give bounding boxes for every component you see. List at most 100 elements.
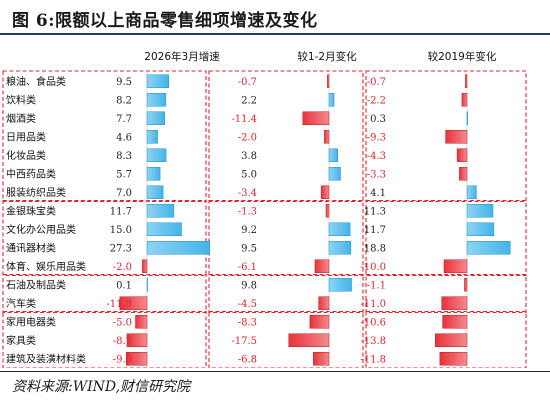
- category-label: 文化办公用品类: [6, 223, 76, 236]
- bar-panel-1: [146, 222, 182, 236]
- bar-panel-1: [146, 167, 161, 181]
- bar-panel-1: [146, 93, 167, 107]
- figure-title: 图 6:限额以上商品零售细项增速及变化: [12, 11, 318, 31]
- bar-panel-3: [442, 315, 468, 329]
- value-label-panel-2: 2.2: [241, 95, 257, 106]
- bar-panel-1: [126, 352, 148, 366]
- bar-panel-2: [327, 74, 330, 88]
- bar-panel-2: [328, 278, 352, 292]
- bar-panel-3: [466, 241, 511, 255]
- category-label: 饮料类: [6, 93, 36, 106]
- value-label-panel-2: -4.5: [238, 299, 257, 310]
- value-label-panel-1: 11.7: [110, 206, 132, 217]
- category-label: 化妆品类: [6, 149, 46, 162]
- value-label-panel-1: -5.0: [113, 317, 132, 328]
- group-box-4-panel-2: [208, 310, 364, 368]
- value-label-panel-3: -13.8: [360, 336, 386, 347]
- group-box-2-panel-1: [2, 199, 207, 277]
- value-label-panel-1: 0.1: [116, 280, 132, 291]
- value-label-panel-2: -3.4: [238, 188, 257, 199]
- group-box-3-panel-3: [365, 273, 527, 314]
- value-label-panel-3: 18.8: [364, 243, 386, 254]
- bar-panel-2: [302, 111, 330, 125]
- group-box-2-panel-2: [208, 199, 364, 277]
- value-label-panel-2: 5.0: [241, 169, 257, 180]
- category-label: 金银珠宝类: [6, 204, 56, 217]
- value-label-panel-1: 7.0: [116, 188, 132, 199]
- bar-panel-3: [464, 278, 468, 292]
- group-box-1-panel-2: [208, 70, 364, 203]
- bar-panel-2: [325, 204, 330, 218]
- bar-panel-3: [439, 352, 468, 366]
- value-label-panel-3: -11.0: [360, 299, 386, 310]
- category-label: 家用电器类: [6, 315, 56, 328]
- category-label: 中西药品类: [6, 167, 56, 180]
- value-label-panel-3: 11.7: [364, 225, 386, 236]
- bar-panel-1: [146, 278, 148, 292]
- bar-panel-3: [441, 296, 468, 310]
- category-label: 通讯器材类: [6, 241, 56, 254]
- bar-panel-1: [142, 259, 148, 273]
- bar-panel-2: [328, 148, 338, 162]
- category-label: 石油及制品类: [6, 278, 66, 291]
- bar-panel-3: [465, 74, 468, 88]
- value-label-panel-1: 7.7: [116, 114, 132, 125]
- category-label: 烟酒类: [6, 112, 36, 125]
- group-box-3-panel-1: [2, 273, 207, 314]
- value-label-panel-2: -0.7: [238, 77, 257, 88]
- value-label-panel-2: 9.8: [241, 280, 257, 291]
- bar-panel-3: [466, 222, 495, 236]
- value-label-panel-3: -10.6: [360, 317, 386, 328]
- bar-panel-2: [324, 130, 330, 144]
- bar-panel-3: [445, 130, 468, 144]
- bar-panel-3: [466, 111, 468, 125]
- bar-panel-1: [146, 148, 167, 162]
- value-label-panel-1: 4.6: [116, 132, 132, 143]
- value-label-panel-3: 11.3: [364, 206, 386, 217]
- group-box-1-panel-3: [365, 70, 527, 203]
- value-label-panel-2: -17.5: [231, 336, 257, 347]
- value-label-panel-1: 8.2: [116, 95, 132, 106]
- bar-panel-3: [459, 167, 468, 181]
- bar-panel-2: [328, 167, 341, 181]
- series-header-1: 2026年3月增速: [144, 50, 220, 63]
- bar-panel-2: [328, 241, 352, 255]
- value-label-panel-1: -2.0: [113, 262, 132, 273]
- bar-panel-2: [288, 333, 330, 347]
- category-label: 日用品类: [6, 130, 46, 143]
- bar-panel-1: [135, 315, 148, 329]
- value-label-panel-2: -1.3: [238, 206, 257, 217]
- value-label-panel-3: -3.3: [367, 169, 386, 180]
- value-label-panel-2: 9.2: [241, 225, 257, 236]
- retail-chart: 2026年3月增速 较1-2月变化 较2019年变化 粮油、食品类 9.5 -0.7 -0…: [2, 50, 527, 368]
- value-label-panel-1: 15.0: [110, 225, 132, 236]
- value-label-panel-2: -2.0: [238, 132, 257, 143]
- title-rule: [0, 33, 550, 35]
- category-label: 粮油、食品类: [6, 75, 66, 88]
- value-label-panel-1: 27.3: [110, 243, 132, 254]
- group-box-1-panel-1: [2, 70, 207, 203]
- group-box-2-panel-3: [365, 199, 527, 277]
- value-label-panel-3: 4.1: [370, 188, 386, 199]
- value-label-panel-3: -9.3: [367, 132, 386, 143]
- group-box-4-panel-1: [2, 310, 207, 368]
- category-label: 服装纺织品类: [6, 186, 66, 199]
- value-label-panel-2: 3.8: [241, 151, 257, 162]
- bar-panel-2: [328, 222, 351, 236]
- value-label-panel-2: -6.1: [238, 262, 257, 273]
- bar-panel-3: [435, 333, 468, 347]
- bar-panel-1: [146, 185, 164, 199]
- value-label-panel-1: 5.7: [116, 169, 132, 180]
- bar-panel-3: [466, 185, 477, 199]
- bar-panel-1: [126, 333, 148, 347]
- bar-panel-1: [146, 111, 165, 125]
- bar-panel-2: [313, 352, 330, 366]
- series-header-3: 较2019年变化: [428, 50, 497, 63]
- bar-panel-2: [318, 296, 330, 310]
- value-label-panel-3: -11.8: [360, 354, 386, 365]
- value-label-panel-1: 9.5: [116, 77, 132, 88]
- category-label: 家具类: [6, 334, 36, 347]
- value-label-panel-2: -11.4: [231, 114, 257, 125]
- bar-panel-3: [443, 259, 468, 273]
- bar-panel-3: [466, 204, 494, 218]
